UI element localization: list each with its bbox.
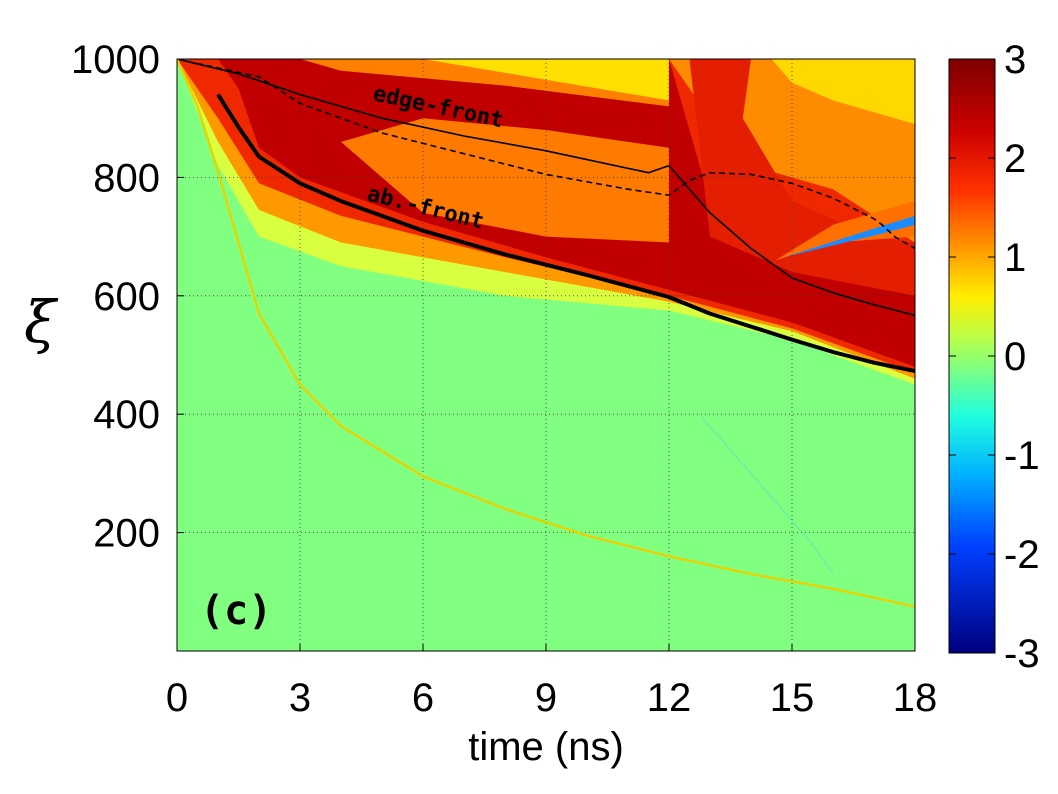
series-line-dashed-front: [177, 59, 915, 250]
colorbar-tick-label--3: -3: [1004, 632, 1040, 676]
colorbar: [948, 58, 996, 654]
front-lines: [177, 59, 915, 608]
x-tick-label-18: 18: [893, 676, 938, 720]
y-axis-label: ξ: [24, 288, 59, 356]
colorbar-ticks: 3 2 1 0 -1 -2 -3: [949, 38, 1040, 676]
x-tick-label-0: 0: [166, 676, 188, 720]
y-tick-label-800: 800: [93, 156, 160, 200]
x-tick-label-9: 9: [535, 676, 557, 720]
grid-lines: [177, 59, 915, 651]
series-line-ab.-front: [216, 93, 915, 373]
faint-cyan-trace: [701, 416, 834, 575]
series-line-bottom-trace: [177, 59, 915, 608]
colorbar-tick-label--1: -1: [1004, 434, 1040, 478]
y-tick-label-1000: 1000: [71, 38, 160, 82]
x-axis-label: time (ns): [468, 725, 624, 769]
series-line-edge-front: [177, 59, 915, 317]
region-blue-streak: [783, 215, 915, 258]
panel-label: (c): [200, 588, 272, 634]
colorbar-tick-label-1: 1: [1004, 236, 1026, 280]
colorbar-tick-label-0: 0: [1004, 335, 1026, 379]
x-tick-label-3: 3: [289, 676, 311, 720]
colorbar-tick-label-2: 2: [1004, 137, 1026, 181]
x-tick-label-15: 15: [770, 676, 815, 720]
y-tick-label-400: 400: [93, 393, 160, 437]
colorbar-tick-label--2: -2: [1004, 533, 1040, 577]
y-tick-label-600: 600: [93, 275, 160, 319]
x-tick-label-12: 12: [647, 676, 692, 720]
region-upper-right-yellow: [771, 59, 915, 125]
y-tick-label-200: 200: [93, 512, 160, 556]
y-axis-ticks: 200 400 600 800 1000: [71, 38, 184, 556]
colorbar-tick-label-3: 3: [1004, 38, 1026, 82]
x-axis-ticks: 0 3 6 9 12 15 18: [166, 644, 937, 720]
x-tick-label-6: 6: [412, 676, 434, 720]
region-orange-right-mid: [775, 201, 915, 261]
